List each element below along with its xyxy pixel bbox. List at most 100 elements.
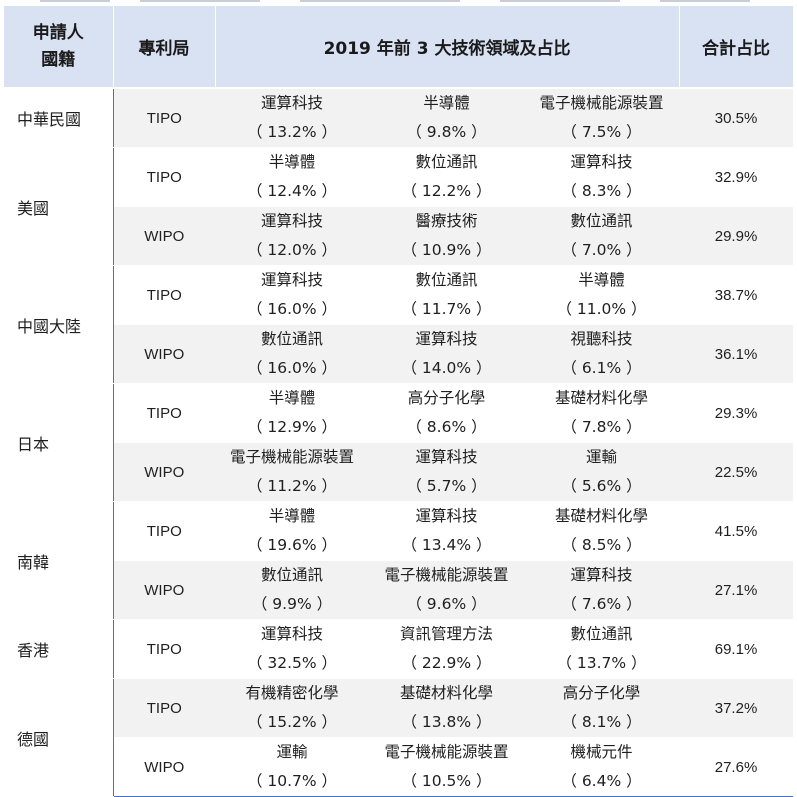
tech-field-cell: 運算科技 （ 7.6% ） <box>524 560 680 620</box>
tech-field-share: （ 11.2% ） <box>246 477 338 495</box>
total-share-cell: 30.5% <box>679 87 794 148</box>
tech-field-share: （ 22.9% ） <box>401 654 492 672</box>
tech-field-cell: 電子機械能源裝置 （ 11.2% ） <box>215 442 369 502</box>
table-row: WIPO 運輸 （ 10.7% ） 電子機械能源裝置 （ 10.5% ） 機械元件 （ 6.… <box>4 737 794 797</box>
tech-field-cell: 運算科技 （ 13.4% ） <box>369 501 524 561</box>
tech-field-name: 運算科技 <box>570 566 633 584</box>
table-row: 中國大陸 TIPO 運算科技 （ 16.0% ） 數位通訊 （ 11.7% ） 半導體 （ 1… <box>4 265 794 384</box>
tech-field-cell: 運算科技 （ 14.0% ） <box>369 324 524 384</box>
tech-field-share: （ 8.6% ） <box>406 418 487 436</box>
table-row: WIPO 電子機械能源裝置 （ 11.2% ） 運算科技 （ 5.7% ） 運輸 （ 5.6… <box>4 442 794 502</box>
tech-field-share: （ 11.7% ） <box>401 300 492 318</box>
tech-field-name: 運算科技 <box>260 271 323 289</box>
table-row: 德國 TIPO 有機精密化學 （ 15.2% ） 基礎材料化學 （ 13.8% ） 高分子化… <box>4 678 794 797</box>
tech-field-cell: 視聽科技 （ 6.1% ） <box>524 324 680 384</box>
tech-field-share: （ 9.8% ） <box>406 123 487 141</box>
total-share-cell: 27.1% <box>679 560 794 620</box>
tech-field-name: 高分子化學 <box>562 684 641 702</box>
tech-field-cell: 基礎材料化學 （ 8.5% ） <box>524 501 680 561</box>
country-cell: 中華民國 <box>4 87 114 148</box>
tech-field-cell: 基礎材料化學 （ 13.8% ） <box>369 678 524 738</box>
tech-field-cell: 運算科技 （ 8.3% ） <box>524 147 680 207</box>
tech-field-cell: 電子機械能源裝置 （ 10.5% ） <box>369 737 524 797</box>
tech-field-share: （ 7.6% ） <box>561 595 642 613</box>
total-share-cell: 27.6% <box>679 737 794 797</box>
tech-field-name: 運算科技 <box>260 625 323 643</box>
tech-field-cell: 半導體 （ 11.0% ） <box>524 265 680 325</box>
tech-field-name: 半導體 <box>578 271 625 289</box>
office-cell: TIPO <box>113 147 215 207</box>
tech-field-share: （ 10.7% ） <box>246 772 338 790</box>
tech-field-share: （ 8.5% ） <box>561 536 642 554</box>
tech-field-name: 運算科技 <box>570 153 633 171</box>
tech-field-name: 半導體 <box>423 94 470 112</box>
tech-field-name: 數位通訊 <box>570 212 633 230</box>
tech-field-name: 數位通訊 <box>415 153 478 171</box>
office-cell: TIPO <box>113 265 215 325</box>
cropped-text-remnant <box>0 0 797 6</box>
tech-field-name: 數位通訊 <box>260 566 323 584</box>
tech-field-share: （ 13.8% ） <box>401 713 492 731</box>
header-country-line2: 國籍 <box>41 49 76 70</box>
tech-field-cell: 機械元件 （ 6.4% ） <box>524 737 680 797</box>
tech-field-cell: 醫療技術 （ 10.9% ） <box>369 206 524 266</box>
total-share-cell: 29.9% <box>679 206 794 266</box>
tech-field-share: （ 32.5% ） <box>246 654 338 672</box>
table-row: WIPO 運算科技 （ 12.0% ） 醫療技術 （ 10.9% ） 數位通訊 （ 7.0%… <box>4 206 794 266</box>
total-share-cell: 41.5% <box>679 501 794 561</box>
tech-field-share: （ 13.4% ） <box>401 536 492 554</box>
tech-field-name: 醫療技術 <box>415 212 478 230</box>
tech-field-name: 資訊管理方法 <box>399 625 493 643</box>
total-share-cell: 69.1% <box>679 619 794 679</box>
tech-field-cell: 運算科技 （ 16.0% ） <box>215 265 369 325</box>
tech-field-cell: 數位通訊 （ 7.0% ） <box>524 206 680 266</box>
tech-field-cell: 數位通訊 （ 13.7% ） <box>524 619 680 679</box>
tech-field-cell: 半導體 （ 19.6% ） <box>215 501 369 561</box>
tech-field-cell: 半導體 （ 9.8% ） <box>369 87 524 148</box>
country-cell: 南韓 <box>4 501 114 620</box>
tech-field-share: （ 10.5% ） <box>401 772 492 790</box>
tech-field-share: （ 7.0% ） <box>561 241 642 259</box>
tech-field-share: （ 16.0% ） <box>246 300 338 318</box>
tech-field-share: （ 9.9% ） <box>251 595 333 613</box>
tech-field-name: 數位通訊 <box>570 625 633 643</box>
table-row: 香港 TIPO 運算科技 （ 32.5% ） 資訊管理方法 （ 22.9% ） 數位通訊 （ … <box>4 619 794 679</box>
total-share-cell: 38.7% <box>679 265 794 325</box>
tech-field-name: 運輸 <box>586 448 618 466</box>
tech-field-name: 運算科技 <box>260 94 323 112</box>
tech-field-share: （ 12.2% ） <box>401 182 492 200</box>
header-office: 專利局 <box>113 6 216 89</box>
table-body: 中華民國 TIPO 運算科技（ 13.2% ）半導體（ 9.8% ）電子機械能源裝置… <box>4 87 794 797</box>
tech-field-name: 運算科技 <box>260 212 323 230</box>
tech-fields-table: 申請人 國籍 專利局 2019 年前 3 大技術領域及占比 合計占比 中華民國 T… <box>4 6 794 797</box>
header-total: 合計占比 <box>679 6 794 89</box>
tech-field-share: （ 7.8% ） <box>561 418 642 436</box>
tech-field-cell: 運輸 （ 5.6% ） <box>524 442 680 502</box>
tech-field-name: 電子機械能源裝置 <box>229 448 354 466</box>
tech-field-share: （ 8.3% ） <box>561 182 642 200</box>
table-row: WIPO 數位通訊 （ 16.0% ） 運算科技 （ 14.0% ） 視聽科技 （ 6.1%… <box>4 324 794 384</box>
tech-field-share: （ 11.0% ） <box>556 300 647 318</box>
header-country-line1: 申請人 <box>32 22 84 43</box>
tech-field-share: （ 13.2% ） <box>246 123 338 141</box>
tech-field-name: 運算科技 <box>415 330 478 348</box>
table-row: 日本 TIPO 半導體 （ 12.9% ） 高分子化學 （ 8.6% ） 基礎材料化學 （ 7… <box>4 383 794 502</box>
tech-field-share: （ 10.9% ） <box>401 241 492 259</box>
tech-field-cell: 基礎材料化學 （ 7.8% ） <box>524 383 680 443</box>
tech-field-name: 電子機械能源裝置 <box>384 743 509 761</box>
tech-field-cell: 半導體 （ 12.9% ） <box>215 383 369 443</box>
total-share-cell: 22.5% <box>679 442 794 502</box>
tech-field-share: （ 13.7% ） <box>556 654 647 672</box>
tech-field-cell: 數位通訊 （ 12.2% ） <box>369 147 524 207</box>
table-row: WIPO 數位通訊 （ 9.9% ） 電子機械能源裝置 （ 9.6% ） 運算科技 （ 7.… <box>4 560 794 620</box>
tech-field-share: （ 15.2% ） <box>246 713 338 731</box>
tech-field-cell: 資訊管理方法 （ 22.9% ） <box>369 619 524 679</box>
country-cell: 日本 <box>4 383 114 502</box>
tech-field-share: （ 5.6% ） <box>561 477 642 495</box>
tech-field-cell: 運算科技 （ 12.0% ） <box>215 206 369 266</box>
tech-field-share: （ 16.0% ） <box>246 359 338 377</box>
tech-field-cell: 電子機械能源裝置 （ 7.5% ） <box>524 87 680 148</box>
tech-field-cell: 高分子化學 （ 8.6% ） <box>369 383 524 443</box>
tech-field-name: 電子機械能源裝置 <box>384 566 509 584</box>
tech-field-name: 運算科技 <box>415 448 478 466</box>
